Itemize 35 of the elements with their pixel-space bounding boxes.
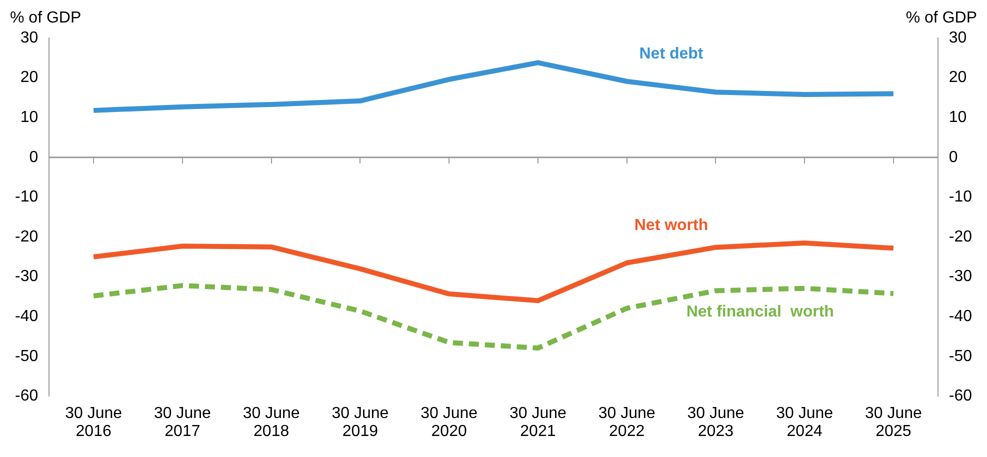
y-tick-label: 20 — [20, 69, 38, 86]
y-tick-label: -10 — [15, 188, 38, 206]
series-label: Net worth — [634, 216, 708, 234]
y2-tick-label: -60 — [948, 388, 972, 405]
y2-tick-label: 30 — [948, 29, 967, 46]
y2-tick-label: -20 — [948, 228, 972, 246]
series-label: Net financial worth — [686, 304, 834, 321]
y2-tick-label: -30 — [948, 268, 972, 286]
y2-tick-label: 10 — [948, 109, 967, 126]
series-label: Net debt — [639, 46, 704, 63]
y2-tick-label: -50 — [948, 348, 972, 365]
x-tick-label: 30 June 2022 — [598, 404, 656, 440]
x-tick-label: 30 June 2019 — [332, 404, 389, 440]
y-tick-label: 30 — [20, 29, 38, 46]
y-tick-label: 0 — [29, 148, 38, 166]
x-tick-label: 30 June 2021 — [509, 404, 567, 440]
y2-axis-title: % of GDP — [906, 9, 977, 26]
y-tick-label: -60 — [15, 388, 38, 405]
y2-tick-label: 0 — [948, 148, 958, 166]
y2-tick-label: -10 — [948, 188, 972, 206]
x-tick-label: 30 June 2017 — [154, 404, 212, 440]
y2-tick-label: 20 — [948, 69, 967, 86]
y2-tick-label: -40 — [948, 308, 972, 326]
x-tick-label: 30 June 2020 — [420, 404, 478, 440]
y-tick-label: -50 — [15, 348, 38, 365]
x-tick-label: 30 June 2018 — [242, 404, 300, 440]
x-tick-label: 30 June 2023 — [687, 404, 744, 440]
x-tick-label: 30 June 2024 — [776, 404, 834, 440]
x-tick-label: 30 June 2025 — [864, 404, 922, 440]
y-tick-label: 10 — [20, 109, 38, 126]
y-tick-label: -40 — [15, 308, 38, 326]
y-tick-label: -30 — [15, 268, 38, 286]
y-axis-title: % of GDP — [10, 9, 82, 26]
y-tick-label: -20 — [15, 228, 38, 246]
x-tick-label: 30 June 2016 — [65, 404, 122, 440]
